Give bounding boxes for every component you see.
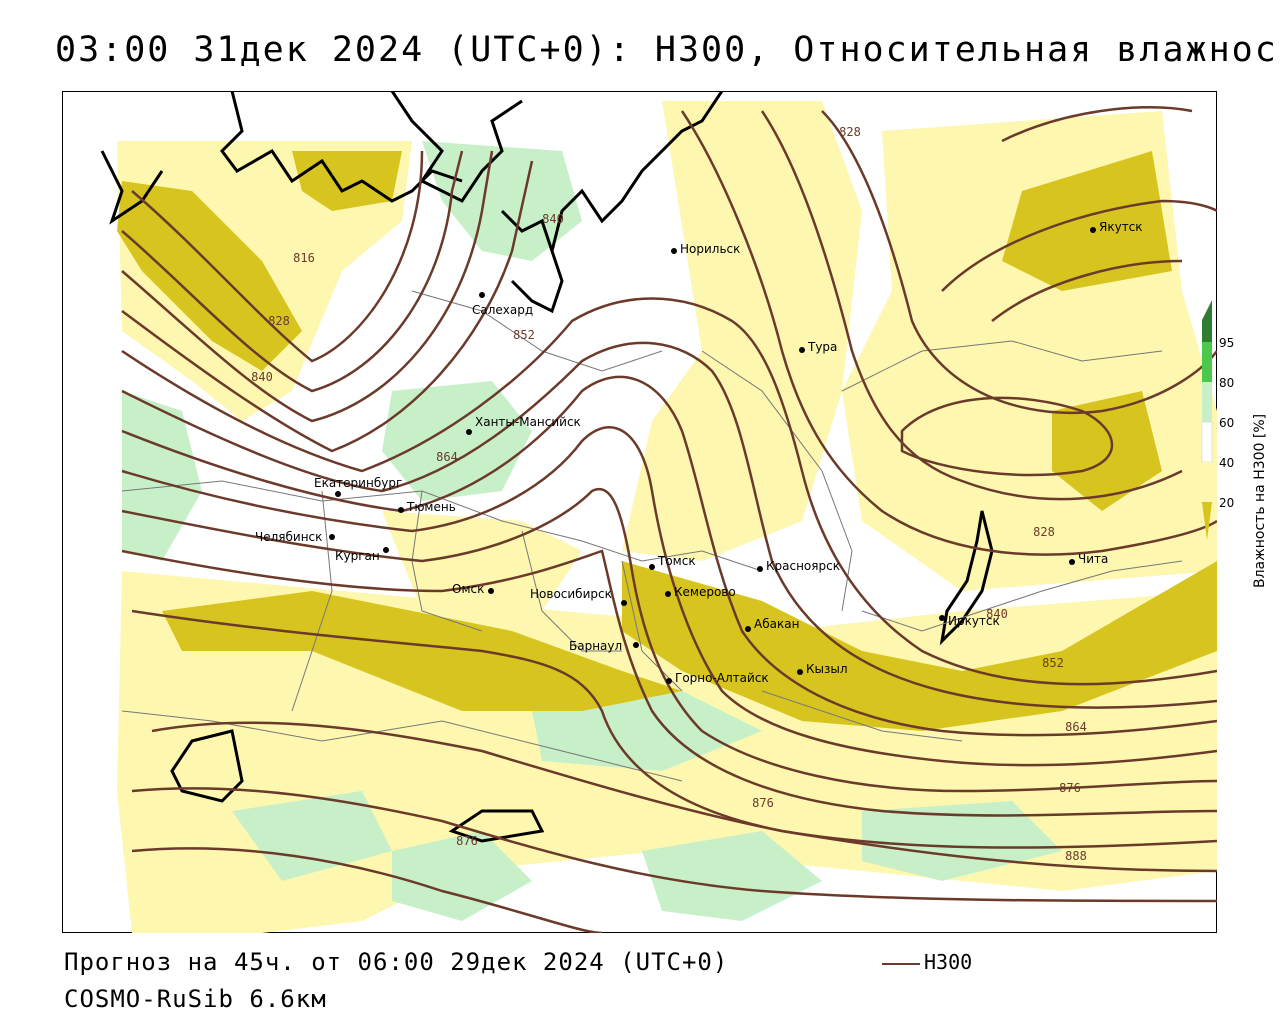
svg-text:Челябинск: Челябинск [255, 530, 322, 544]
legend-tick: 60 [1219, 416, 1234, 430]
humidity-fill-dark [117, 151, 1217, 731]
svg-text:Абакан: Абакан [754, 617, 799, 631]
city-chita: Чита [1069, 552, 1108, 566]
svg-text:Новосибирск: Новосибирск [530, 587, 612, 601]
svg-text:Тюмень: Тюмень [406, 500, 456, 514]
coastline [100, 91, 994, 843]
city-tura: Тура [799, 340, 837, 354]
city-kyzyl: Кызыл [797, 662, 848, 676]
contour-label: 828 [268, 314, 290, 328]
contour-labels: 828 816 828 840 840 852 864 828 840 852 … [251, 125, 1087, 863]
svg-text:Горно-Алтайск: Горно-Алтайск [675, 671, 769, 685]
svg-text:Курган: Курган [335, 549, 380, 563]
map-title: 03:00 31дек 2024 (UTC+0): H300, Относите… [55, 30, 1280, 70]
city-yakutsk: Якутск [1090, 220, 1143, 234]
contour-label: 828 [1033, 525, 1055, 539]
contour-label: 876 [1059, 781, 1081, 795]
svg-text:Екатеринбург: Екатеринбург [314, 476, 402, 490]
model-name: COSMO-RuSib 6.6км [64, 985, 327, 1013]
legend-tick: 20 [1219, 496, 1234, 510]
contour-label: 852 [513, 328, 535, 342]
svg-text:Норильск: Норильск [680, 242, 740, 256]
city-yekaterinburg: Екатеринбург [314, 476, 402, 497]
city-norilsk: Норильск [671, 242, 740, 256]
city-chelyabinsk: Челябинск [255, 530, 335, 544]
city-khanty-mansiysk: Ханты-Мансийск [466, 415, 581, 435]
svg-text:Кызыл: Кызыл [806, 662, 848, 676]
city-salekhard: Салехард [472, 292, 533, 317]
h300-contours [121, 106, 1217, 933]
humidity-fill-green [122, 141, 1062, 921]
city-tyumen: Тюмень [398, 500, 456, 514]
admin-borders [121, 290, 1183, 782]
svg-text:Салехард: Салехард [472, 303, 533, 317]
svg-text:Красноярск: Красноярск [766, 559, 840, 573]
line-legend-label: H300 [924, 950, 973, 974]
contour-label: 876 [456, 834, 478, 848]
contour-label: 840 [542, 212, 564, 226]
svg-text:Омск: Омск [452, 582, 484, 596]
contour-label: 816 [293, 251, 315, 265]
weather-map: 828 816 828 840 840 852 864 828 840 852 … [62, 91, 1217, 933]
contour-label: 852 [1042, 656, 1064, 670]
forecast-info: Прогноз на 45ч. от 06:00 29дек 2024 (UTC… [64, 948, 729, 976]
contour-label: 828 [839, 125, 861, 139]
legend-title: Влажность на H300 [%] [1252, 414, 1268, 588]
svg-text:Ханты-Мансийск: Ханты-Мансийск [475, 415, 581, 429]
legend-tick: 80 [1219, 376, 1234, 390]
city-barnaul: Барнаул [569, 639, 639, 653]
city-markers: Якутск Норильск Салехард Тура Ханты-Манс… [255, 220, 1143, 685]
contour-label: 864 [1065, 720, 1087, 734]
svg-text:Якутск: Якутск [1099, 220, 1143, 234]
svg-text:Иркутск: Иркутск [948, 614, 1000, 628]
city-irkutsk: Иркутск [939, 614, 1000, 628]
city-kurgan: Курган [335, 547, 389, 563]
city-abakan: Абакан [745, 617, 799, 632]
line-legend: H300 [882, 950, 1112, 974]
contour-label: 840 [251, 370, 273, 384]
legend-tick: 40 [1219, 456, 1234, 470]
legend-tick: 95 [1219, 336, 1234, 350]
city-krasnoyarsk: Красноярск [757, 559, 840, 573]
city-omsk: Омск [452, 582, 494, 596]
humidity-legend: 95 80 60 40 20 Влажность на H300 [%] [1201, 300, 1268, 588]
contour-label: 864 [436, 450, 458, 464]
svg-text:Кемерово: Кемерово [674, 585, 736, 599]
svg-text:Тура: Тура [807, 340, 837, 354]
city-kemerovo: Кемерово [665, 585, 736, 599]
svg-text:Барнаул: Барнаул [569, 639, 622, 653]
city-gorno-altaysk: Горно-Алтайск [666, 671, 769, 685]
city-tomsk: Томск [649, 554, 696, 570]
contour-label: 876 [752, 796, 774, 810]
svg-text:Чита: Чита [1078, 552, 1108, 566]
svg-text:Томск: Томск [657, 554, 696, 568]
city-novosibirsk: Новосибирск [530, 587, 627, 606]
contour-label: 888 [1065, 849, 1087, 863]
contour-label: 840 [986, 607, 1008, 621]
contour-line-swatch [882, 963, 920, 965]
